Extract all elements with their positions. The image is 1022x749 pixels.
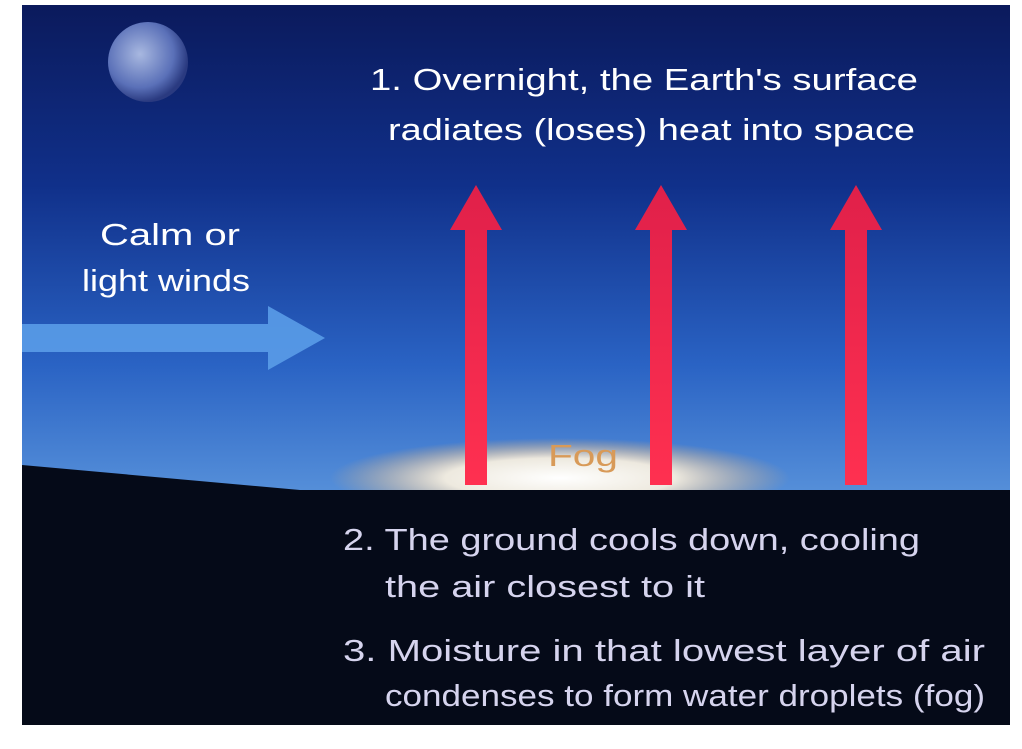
scene	[22, 5, 1010, 725]
step1-line: radiates (loses) heat into space	[388, 112, 915, 147]
heat-arrow	[830, 185, 882, 485]
wind-label: light winds	[82, 263, 250, 298]
fog-label: Fog	[548, 438, 618, 473]
wind-arrow	[22, 306, 325, 370]
heat-arrow	[450, 185, 502, 485]
moon	[108, 22, 188, 102]
step2-line: 2. The ground cools down, cooling	[343, 522, 920, 557]
wind-label: Calm or	[100, 217, 240, 252]
ground	[22, 465, 1010, 725]
heat-arrow	[635, 185, 687, 485]
step2-line: the air closest to it	[385, 569, 705, 604]
step3-line: 3. Moisture in that lowest layer of air	[343, 633, 985, 668]
step1-line: 1. Overnight, the Earth's surface	[370, 62, 918, 97]
heat-arrows	[450, 185, 882, 485]
step3-line: condenses to form water droplets (fog)	[385, 678, 985, 713]
